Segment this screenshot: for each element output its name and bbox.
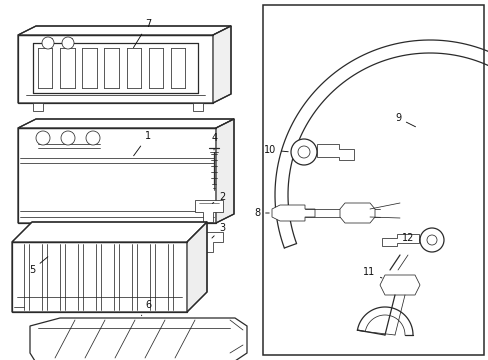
Polygon shape xyxy=(216,119,234,223)
Polygon shape xyxy=(195,200,223,222)
Polygon shape xyxy=(213,26,230,103)
Text: 6: 6 xyxy=(141,300,151,316)
Polygon shape xyxy=(30,318,246,360)
Polygon shape xyxy=(316,144,353,160)
Text: 11: 11 xyxy=(362,267,381,278)
Polygon shape xyxy=(339,203,374,223)
Circle shape xyxy=(36,131,50,145)
Polygon shape xyxy=(18,26,230,35)
Polygon shape xyxy=(195,232,223,252)
Text: 8: 8 xyxy=(253,208,269,218)
Polygon shape xyxy=(193,103,203,111)
Polygon shape xyxy=(12,222,206,242)
Circle shape xyxy=(42,37,54,49)
Text: 12: 12 xyxy=(401,233,419,243)
Circle shape xyxy=(297,146,309,158)
Polygon shape xyxy=(12,242,186,312)
Polygon shape xyxy=(186,222,206,312)
Text: 5: 5 xyxy=(29,257,48,275)
Polygon shape xyxy=(33,103,43,111)
Circle shape xyxy=(426,235,436,245)
Circle shape xyxy=(61,131,75,145)
Polygon shape xyxy=(18,119,234,128)
Text: 7: 7 xyxy=(133,19,151,48)
Text: 1: 1 xyxy=(133,131,151,156)
Text: 9: 9 xyxy=(394,113,415,127)
Polygon shape xyxy=(379,275,419,295)
Circle shape xyxy=(62,37,74,49)
Bar xyxy=(263,5,483,355)
Circle shape xyxy=(290,139,316,165)
Text: 2: 2 xyxy=(212,192,224,203)
Polygon shape xyxy=(18,128,216,223)
Text: 4: 4 xyxy=(211,133,218,150)
Polygon shape xyxy=(381,234,418,246)
Polygon shape xyxy=(18,35,213,103)
Polygon shape xyxy=(271,205,314,221)
Circle shape xyxy=(86,131,100,145)
Text: 3: 3 xyxy=(211,223,224,238)
Text: 10: 10 xyxy=(264,145,287,155)
Circle shape xyxy=(419,228,443,252)
